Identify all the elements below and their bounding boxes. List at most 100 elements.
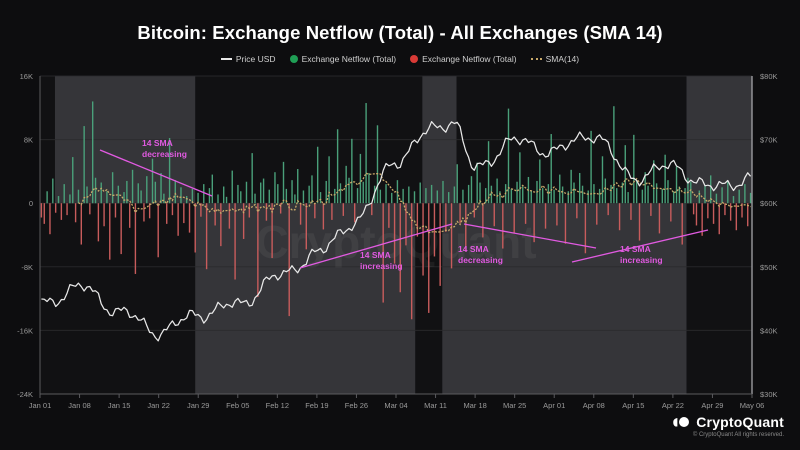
netflow-bar	[587, 190, 589, 204]
netflow-bar	[616, 188, 618, 204]
x-axis: Jan 01 Jan 08 Jan 15 Jan 22 Jan 29 Feb 05 Feb …	[29, 394, 765, 410]
netflow-bar	[143, 203, 145, 222]
annotations: 14 SMA decreasing 14 SMA increasing 14 SMA de…	[99, 138, 709, 271]
netflow-bar	[462, 189, 464, 204]
netflow-bar	[641, 189, 644, 204]
netflow-bar	[80, 203, 82, 245]
netflow-bar	[314, 203, 316, 219]
netflow-bar	[311, 175, 313, 204]
netflow-bar	[63, 184, 65, 204]
netflow-bar	[749, 192, 752, 204]
netflow-bar	[351, 138, 353, 204]
brand-logo-row: CryptoQuant	[673, 414, 784, 430]
x-axis-tick: Feb 19	[305, 401, 328, 410]
netflow-bar	[248, 203, 251, 218]
y-axis-left-tick: 8K	[24, 136, 33, 145]
netflow-bar	[564, 203, 567, 244]
netflow-bar	[359, 153, 362, 204]
netflow-bar	[681, 203, 683, 245]
netflow-bar	[539, 159, 541, 204]
netflow-bar	[650, 203, 652, 216]
netflow-bar	[220, 203, 222, 247]
netflow-bar	[399, 203, 401, 293]
copyright-text: © CryptoQuant All rights reserved.	[692, 432, 784, 438]
netflow-bar	[473, 203, 476, 218]
y-axis-left-tick: 0	[29, 199, 33, 208]
netflow-bar	[621, 182, 624, 204]
y-axis-right-tick: $70K	[760, 136, 778, 145]
netflow-bar	[262, 178, 265, 204]
netflow-bar	[237, 184, 239, 204]
netflow-bar	[638, 203, 641, 241]
netflow-bar	[533, 203, 535, 243]
netflow-bar	[502, 203, 504, 249]
netflow-bar	[701, 203, 703, 236]
netflow-bar	[493, 203, 495, 227]
netflow-bar	[456, 164, 458, 204]
netflow-bar	[151, 158, 154, 204]
netflow-bar	[516, 181, 518, 204]
netflow-bar	[211, 174, 214, 204]
legend-item-netflow-positive[interactable]: Exchange Netflow (Total)	[289, 54, 396, 64]
netflow-bar	[479, 182, 481, 204]
legend-item-price-usd[interactable]: Price USD	[220, 54, 276, 64]
netflow-bar	[596, 203, 598, 225]
netflow-bar	[242, 203, 245, 239]
netflow-bar	[530, 190, 532, 204]
netflow-bar	[561, 186, 564, 204]
watermark-text: CryptoQuant	[255, 216, 536, 268]
line-marker-icon	[220, 58, 232, 60]
netflow-bar	[522, 186, 524, 204]
netflow-bar	[658, 203, 661, 234]
netflow-bar	[231, 170, 233, 204]
dashed-line-marker-icon	[530, 58, 542, 60]
netflow-bar	[453, 186, 456, 204]
netflow-bar	[86, 186, 88, 204]
netflow-bar	[91, 101, 94, 204]
netflow-bar	[316, 146, 319, 204]
netflow-bar	[328, 156, 330, 204]
netflow-bar	[325, 180, 327, 204]
netflow-bar	[291, 180, 293, 204]
netflow-bar	[613, 106, 615, 204]
netflow-bar	[240, 191, 242, 204]
netflow-bar	[185, 196, 188, 204]
netflow-bar	[222, 186, 225, 204]
netflow-bar	[607, 203, 609, 216]
price-line	[41, 120, 752, 342]
x-axis-tick: Feb 05	[226, 401, 249, 410]
netflow-bar	[584, 203, 587, 254]
netflow-bar	[194, 203, 196, 253]
annotation-trend-line	[571, 229, 709, 263]
netflow-bar	[513, 203, 515, 234]
netflow-bar	[120, 203, 122, 255]
netflow-bar	[419, 182, 421, 204]
x-axis-tick: Apr 29	[701, 401, 723, 410]
netflow-bar	[348, 177, 350, 204]
netflow-bar	[653, 160, 655, 204]
netflow-bar	[203, 184, 205, 204]
netflow-bar	[430, 184, 433, 204]
netflow-bar	[482, 203, 484, 238]
netflow-bar	[69, 194, 71, 204]
y-axis-right-tick: $60K	[760, 199, 778, 208]
netflow-bar	[712, 203, 715, 224]
netflow-bar	[547, 184, 550, 204]
x-axis-tick: May 06	[740, 401, 765, 410]
x-axis-tick: Jan 01	[29, 401, 52, 410]
legend-item-netflow-negative[interactable]: Exchange Netflow (Total)	[410, 54, 517, 64]
netflow-bar	[157, 203, 159, 258]
y-axis-left: 16K 8K 0 -8K -16K -24K	[17, 72, 33, 399]
netflow-bar	[146, 176, 148, 204]
legend-item-sma14[interactable]: SMA(14)	[530, 54, 579, 64]
y-axis-left-tick: -16K	[17, 326, 33, 335]
annotation-label: 14 SMA increasing	[360, 250, 403, 271]
netflow-bar	[376, 125, 379, 204]
netflow-bar	[735, 203, 738, 231]
netflow-bar	[664, 154, 666, 204]
netflow-bar	[655, 183, 658, 204]
x-axis-tick: Apr 08	[583, 401, 605, 410]
x-axis-tick: Apr 15	[622, 401, 644, 410]
